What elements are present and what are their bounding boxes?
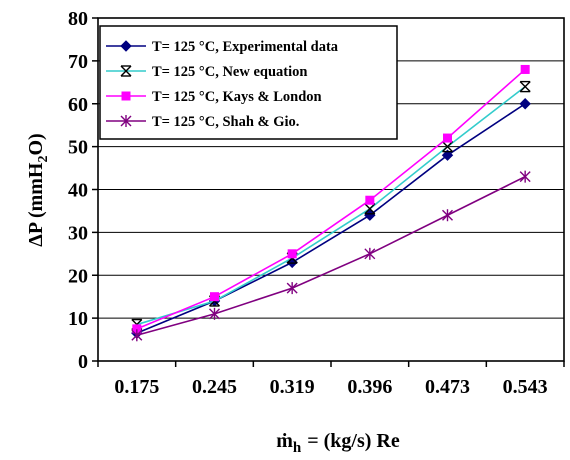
x-axis-title-m: ṁ bbox=[276, 430, 293, 452]
y-axis-title-subscript: 2 bbox=[36, 156, 51, 163]
marker-stroke bbox=[364, 203, 376, 215]
y-tick-label: 60 bbox=[68, 94, 88, 116]
series-line bbox=[136, 103, 526, 334]
series-layer bbox=[131, 64, 531, 342]
data-point bbox=[519, 98, 531, 110]
data-point bbox=[441, 149, 454, 161]
legend-entry: T= 125 °C, Experimental data bbox=[106, 39, 339, 55]
x-tick-label: 0.175 bbox=[114, 376, 159, 398]
legend-box bbox=[99, 25, 398, 140]
legend-marker bbox=[120, 115, 132, 127]
data-point bbox=[520, 64, 530, 74]
legend-entry: T= 125 °C, Kays & London bbox=[106, 89, 322, 105]
legend-entry: T= 125 °C, Shah & Gio. bbox=[106, 114, 299, 130]
x-tick-label: 0.319 bbox=[270, 376, 315, 398]
marker-stroke bbox=[120, 65, 132, 77]
data-point bbox=[287, 249, 297, 259]
x-tick-label: 0.543 bbox=[503, 376, 548, 398]
legend: T= 125 °C, Experimental data T= 125 °C, N… bbox=[99, 25, 398, 140]
y-axis-title-prefix: ΔP (mmH bbox=[25, 162, 47, 247]
series-2 bbox=[132, 64, 530, 334]
data-point bbox=[442, 209, 453, 222]
x-axis-title-subscript: h bbox=[293, 440, 302, 456]
y-tick-label: 70 bbox=[68, 51, 88, 73]
data-point bbox=[210, 292, 219, 302]
legend-entry: T= 125 °C, New equation bbox=[106, 64, 307, 80]
data-point bbox=[364, 247, 376, 260]
y-axis-title: ΔP (mmH2O) bbox=[25, 133, 51, 246]
series-line bbox=[136, 175, 526, 337]
series-3 bbox=[131, 170, 531, 342]
legend-marker bbox=[121, 91, 131, 101]
data-point bbox=[365, 195, 375, 205]
data-point bbox=[131, 329, 143, 342]
x-tick-label: 0.396 bbox=[347, 376, 392, 398]
legend-label: T= 125 °C, Experimental data bbox=[152, 39, 339, 55]
x-axis-title: ṁh = (kg/s) Re bbox=[276, 430, 400, 456]
y-tick-label: 0 bbox=[78, 351, 88, 373]
y-tick-label: 30 bbox=[68, 222, 88, 244]
y-tick-label: 40 bbox=[68, 180, 88, 202]
marker-stroke bbox=[519, 81, 531, 93]
x-axis: 0.175 0.245 0.319 0.396 0.473 0.543 bbox=[97, 361, 565, 398]
y-axis-title-suffix: O) bbox=[25, 133, 47, 155]
y-axis: 0 10 20 30 40 50 60 70 80 bbox=[68, 8, 98, 373]
legend-entries: T= 125 °C, Experimental data T= 125 °C, N… bbox=[106, 39, 339, 130]
x-tick-label: 0.473 bbox=[425, 376, 470, 398]
y-tick-label: 80 bbox=[68, 8, 88, 30]
x-tick-label: 0.245 bbox=[192, 376, 237, 398]
marker-stroke bbox=[442, 141, 453, 153]
series-line bbox=[136, 68, 526, 330]
legend-marker bbox=[120, 65, 132, 77]
legend-label: T= 125 °C, Shah & Gio. bbox=[152, 114, 299, 130]
series-line bbox=[136, 85, 526, 326]
legend-label: T= 125 °C, Kays & London bbox=[152, 89, 322, 105]
legend-label: T= 125 °C, New equation bbox=[152, 64, 307, 80]
legend-marker bbox=[120, 40, 132, 52]
data-point bbox=[519, 170, 531, 183]
y-tick-label: 20 bbox=[68, 265, 88, 287]
y-tick-label: 50 bbox=[68, 137, 88, 159]
data-point bbox=[209, 307, 220, 320]
x-axis-title-rest: = (kg/s) Re bbox=[307, 430, 400, 452]
y-tick-label: 10 bbox=[68, 308, 88, 330]
data-point bbox=[286, 282, 298, 295]
data-point bbox=[443, 133, 452, 143]
data-point bbox=[519, 80, 531, 93]
